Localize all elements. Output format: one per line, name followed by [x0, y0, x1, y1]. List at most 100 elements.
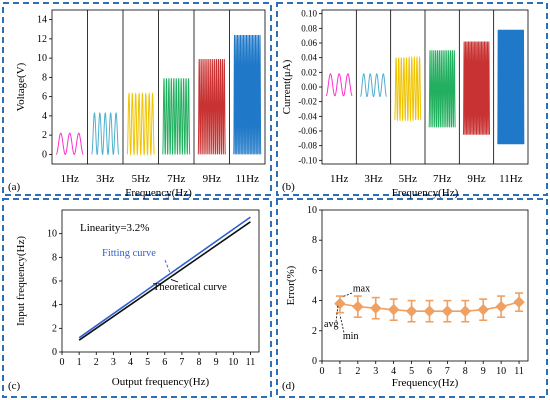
y-tick-label: -0.04 — [298, 111, 317, 121]
y-tick-label: 6 — [42, 92, 47, 103]
x-tick-label: 8 — [463, 366, 468, 377]
panel-letter: (b) — [282, 181, 295, 193]
y-tick-label: 8 — [312, 235, 317, 246]
x-tick-label: 11 — [246, 357, 256, 368]
y-tick-label: 2 — [312, 326, 317, 337]
y-tick-label: 2 — [52, 323, 57, 334]
x-category-label: 7Hz — [433, 173, 451, 185]
x-category-label: 3Hz — [364, 173, 382, 185]
x-category-label: 11Hz — [236, 173, 260, 185]
x-tick-label: 2 — [94, 357, 99, 368]
x-axis-label: Frequency(Hz) — [392, 377, 459, 389]
x-category-label: 9Hz — [203, 173, 221, 185]
y-tick-label: -0.06 — [298, 126, 317, 136]
panel-frame — [276, 2, 548, 196]
x-category-label: 7Hz — [167, 173, 185, 185]
waveform-1Hz — [56, 132, 84, 155]
y-axis-label: Voltage(V) — [15, 62, 27, 111]
annotation-avg-pointer — [335, 305, 339, 322]
y-tick-label: -0.02 — [298, 97, 317, 107]
panel-a: 0 2 4 6 8 10 12 14 1Hz 3Hz 5Hz 7Hz 9Hz 11Hz Frequency(… — [8, 9, 266, 199]
x-tick-label: 1 — [77, 357, 82, 368]
y-tick-label: 10 — [37, 53, 47, 64]
waveform-3Hz — [91, 112, 120, 156]
plot-area — [321, 209, 529, 362]
y-tick-label: 0.10 — [301, 9, 317, 19]
annotation-min: min — [343, 331, 359, 342]
panel-b: -0.10 -0.08 -0.06 -0.04 -0.02 0.00 0.02 0.04 0.0… — [281, 9, 529, 199]
y-tick-label: 0 — [312, 356, 317, 367]
x-tick-label: 6 — [162, 357, 167, 368]
y-axis-label: Input frequency(Hz) — [15, 236, 27, 326]
y-tick-label: 12 — [37, 34, 47, 45]
y-tick-label: 4 — [52, 300, 57, 311]
y-tick-label: 10 — [307, 205, 317, 216]
error-point — [423, 305, 436, 317]
panel-c: 0 1 2 3 4 5 6 7 8 9 10 11 0 2 4 6 8 10 Linearity=3.2% Fitti… — [8, 209, 260, 392]
annotation-min-pointer — [339, 314, 345, 333]
y-tick-label: -0.08 — [298, 141, 317, 151]
x-tick-label: 6 — [427, 366, 432, 377]
y-tick-label: 0.00 — [301, 82, 317, 92]
x-tick-label: 0 — [60, 357, 65, 368]
error-point — [477, 303, 489, 316]
y-tick-label: 10 — [47, 229, 57, 240]
x-tick-label: 5 — [145, 357, 150, 368]
x-tick-label: 1 — [337, 366, 342, 377]
x-category-label: 9Hz — [467, 173, 485, 185]
waveform-7Hz — [428, 50, 456, 128]
error-point — [441, 305, 454, 317]
waveform-1Hz — [325, 73, 353, 97]
y-tick-label: 0.04 — [301, 53, 317, 63]
x-category-label: 5Hz — [399, 173, 417, 185]
y-tick-label: 2 — [42, 130, 47, 141]
x-tick-label: 4 — [391, 366, 396, 377]
error-point — [405, 305, 418, 317]
waveform-5Hz — [394, 55, 422, 122]
panel-frame — [2, 198, 272, 398]
waveform-3Hz — [360, 73, 387, 98]
panel-letter: (c) — [8, 380, 21, 392]
y-axis-label: Error(%) — [285, 265, 297, 305]
fitting-curve-line — [78, 216, 251, 339]
y-axis-label: Current(μA) — [281, 59, 293, 114]
x-tick-label: 0 — [320, 366, 325, 377]
y-tick-label: 6 — [52, 276, 57, 287]
annotation-max: max — [353, 284, 370, 295]
x-category-label: 11Hz — [499, 173, 523, 185]
x-tick-label: 11 — [514, 366, 524, 377]
x-category-label: 1Hz — [61, 173, 79, 185]
x-category-label: 1Hz — [330, 173, 348, 185]
y-tick-label: 0 — [42, 149, 47, 160]
waveform-11Hz — [497, 29, 525, 145]
error-point — [387, 303, 400, 316]
error-point — [370, 302, 382, 314]
error-point — [513, 296, 525, 308]
x-tick-label: 9 — [481, 366, 486, 377]
x-category-label: 5Hz — [132, 173, 150, 185]
panel-frame — [276, 198, 548, 398]
theoretical-curve-line — [78, 221, 251, 341]
x-axis-label: Frequency(Hz) — [125, 187, 192, 199]
y-tick-label: 6 — [312, 265, 317, 276]
waveform-7Hz — [162, 78, 191, 155]
x-tick-label: 10 — [228, 357, 238, 368]
x-tick-label: 5 — [409, 366, 414, 377]
annotation-avg: avg — [324, 319, 338, 330]
x-tick-label: 9 — [214, 357, 219, 368]
panel-letter: (a) — [8, 181, 21, 193]
error-point — [495, 300, 507, 313]
linearity-annotation: Linearity=3.2% — [80, 222, 149, 234]
panel-letter: (d) — [282, 380, 295, 392]
y-tick-label: 14 — [37, 15, 47, 26]
waveform-9Hz — [197, 59, 226, 155]
x-axis-label: Output frequency(Hz) — [112, 376, 210, 388]
theoretical-curve-pointer — [170, 279, 179, 283]
x-tick-label: 10 — [496, 366, 506, 377]
y-tick-label: 8 — [52, 252, 57, 263]
fitting-curve-pointer — [164, 259, 171, 273]
x-tick-label: 4 — [128, 357, 133, 368]
